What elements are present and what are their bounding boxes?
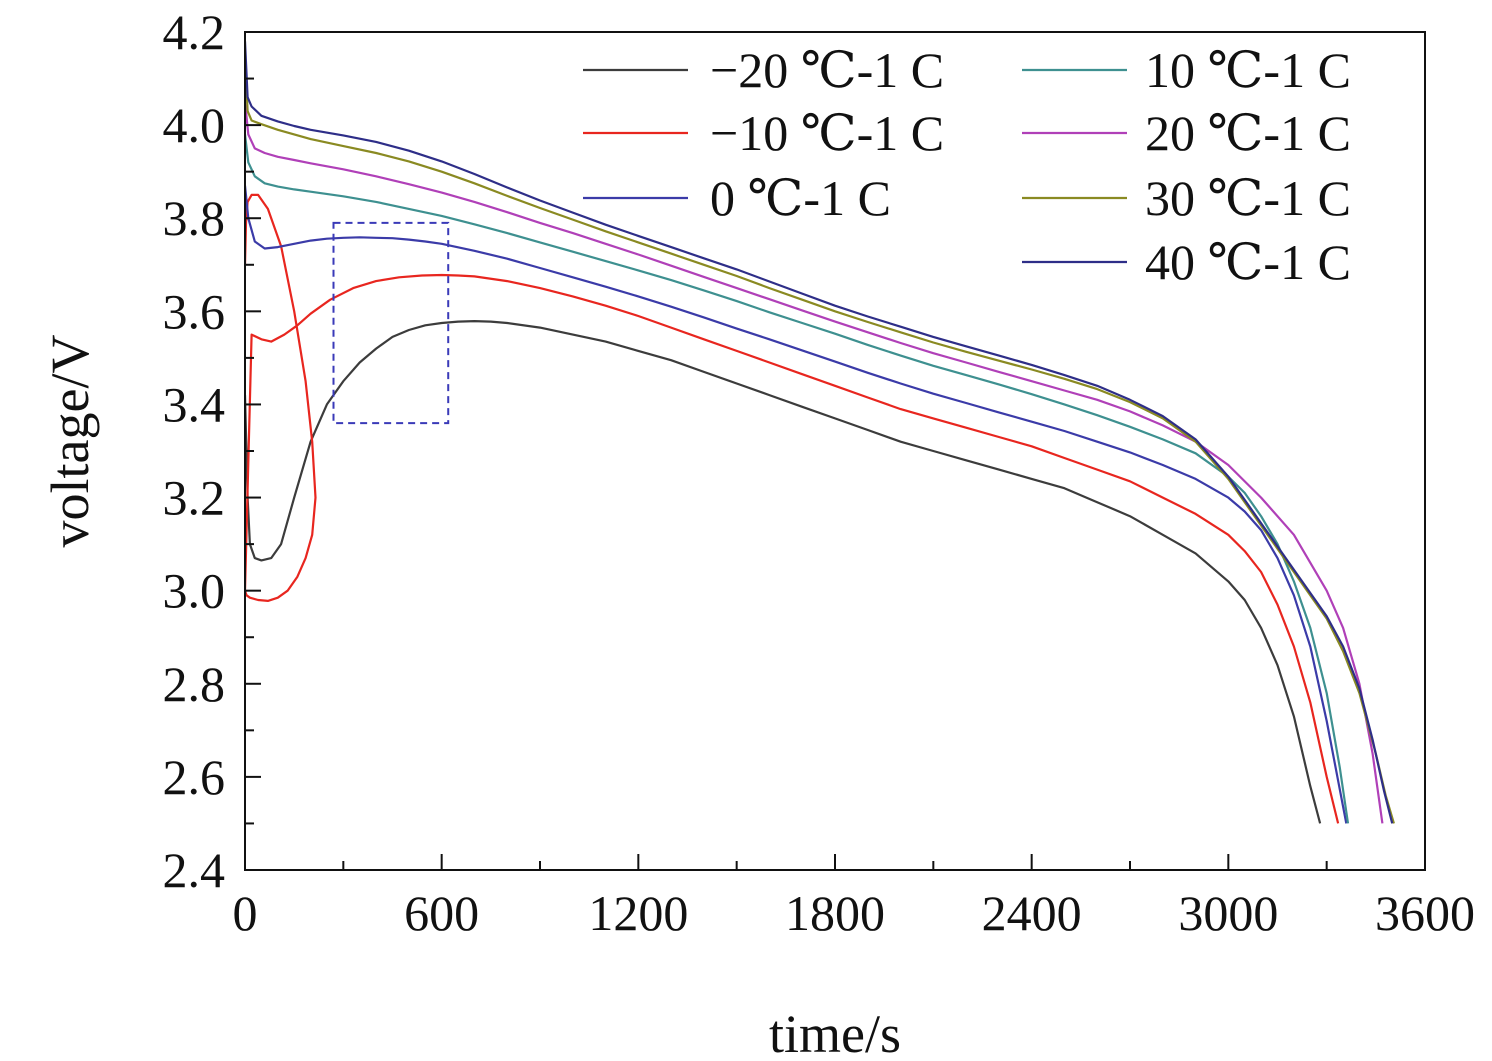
series-line-4 bbox=[245, 101, 1384, 824]
series-line-0 bbox=[245, 320, 1322, 824]
y-tick-label: 2.4 bbox=[163, 842, 226, 898]
y-tick-label: 3.8 bbox=[163, 190, 226, 246]
legend-label: 10 ℃-1 C bbox=[1145, 42, 1351, 98]
x-tick-label: 3600 bbox=[1375, 885, 1475, 941]
x-tick-label: 1800 bbox=[785, 885, 885, 941]
x-tick-label: 600 bbox=[404, 885, 479, 941]
series-line-1 bbox=[245, 193, 1340, 824]
highlight-box-layer bbox=[332, 221, 450, 425]
y-axis-label: voltage/V bbox=[40, 335, 100, 548]
series-line-5 bbox=[245, 55, 1395, 824]
y-tick-label: 3.2 bbox=[163, 470, 226, 526]
y-tick-label: 3.0 bbox=[163, 563, 226, 619]
x-tick-label: 0 bbox=[233, 885, 258, 941]
x-tick-label: 2400 bbox=[982, 885, 1082, 941]
x-axis-label: time/s bbox=[769, 1004, 901, 1061]
x-tick-label: 1200 bbox=[588, 885, 688, 941]
x-tick-label: 3000 bbox=[1178, 885, 1278, 941]
legend-label: 20 ℃-1 C bbox=[1145, 105, 1351, 161]
y-tick-label: 4.2 bbox=[163, 4, 226, 60]
y-tick-label: 2.8 bbox=[163, 656, 226, 712]
legend-label: 30 ℃-1 C bbox=[1145, 170, 1351, 226]
series-line-3 bbox=[245, 134, 1350, 824]
axis-ticks: 0 600 1200 1800 2400 3000 3600 2.4 2.6 2.8 3.0 3.2 3… bbox=[163, 4, 1476, 941]
legend-label: 40 ℃-1 C bbox=[1145, 234, 1351, 290]
series-line-2 bbox=[245, 185, 1348, 824]
legend: −20 ℃-1 C −10 ℃-1 C 0 ℃-1 C 10 ℃-1 C 20 ℃-1 … bbox=[583, 42, 1351, 290]
legend-label: 0 ℃-1 C bbox=[710, 170, 891, 226]
series-layer bbox=[245, 41, 1395, 824]
y-tick-label: 3.6 bbox=[163, 283, 226, 339]
legend-label: −10 ℃-1 C bbox=[710, 105, 944, 161]
highlight-box bbox=[332, 221, 450, 425]
series-line-6 bbox=[245, 41, 1394, 824]
y-tick-label: 4.0 bbox=[163, 97, 226, 153]
y-tick-label: 2.6 bbox=[163, 749, 226, 805]
legend-label: −20 ℃-1 C bbox=[710, 42, 944, 98]
y-tick-label: 3.4 bbox=[163, 376, 226, 432]
